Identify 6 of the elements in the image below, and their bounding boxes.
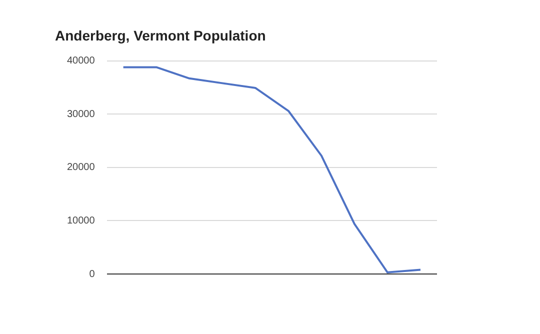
y-tick-label: 10000 <box>66 215 96 226</box>
y-tick-label: 30000 <box>66 108 96 120</box>
chart-title: Anderberg, Vermont Population <box>55 27 266 44</box>
y-tick-label: 0 <box>89 268 96 280</box>
y-tick-label: 40000 <box>66 56 96 67</box>
y-tick-label: 20000 <box>66 162 96 174</box>
